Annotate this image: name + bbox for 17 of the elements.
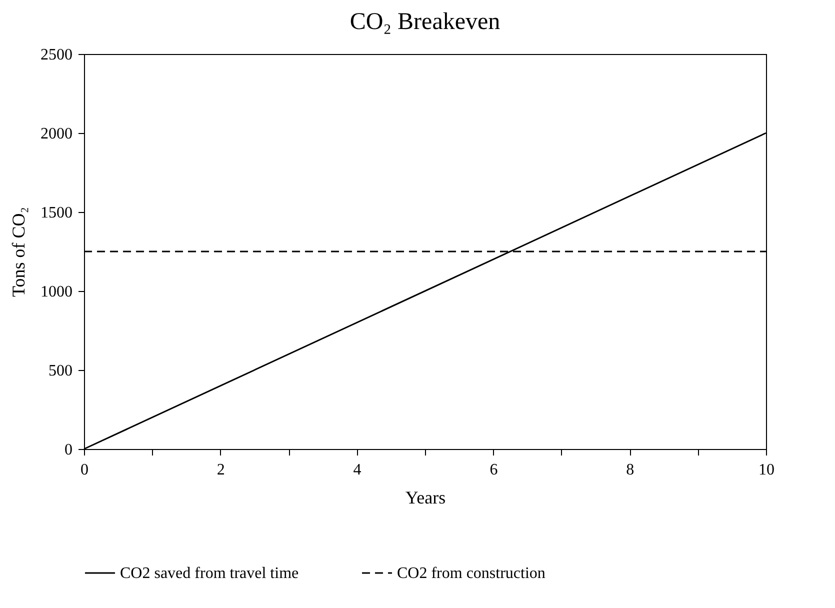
y-tick-label: 1000 <box>40 284 72 300</box>
legend-label: CO2 from construction <box>397 565 546 582</box>
x-tick-label: 4 <box>353 462 362 478</box>
y-tick-label: 2000 <box>40 126 72 142</box>
y-tick-label: 1500 <box>40 204 72 222</box>
x-tick-label: 6 <box>490 462 498 478</box>
y-tick-label: 2500 <box>40 46 72 64</box>
x-axis-title: Years <box>405 488 446 508</box>
y-tick-label: 500 <box>48 362 72 380</box>
x-tick-label: 10 <box>758 462 774 478</box>
chart-title: CO₂ Breakeven <box>350 9 500 35</box>
x-tick-label: 0 <box>80 462 88 478</box>
y-axis-title: Tons of CO₂ <box>8 206 28 298</box>
y-tick-label: 0 <box>64 442 72 458</box>
x-tick-label: 8 <box>626 462 634 478</box>
x-tick-label: 2 <box>216 462 225 478</box>
legend-label: CO2 saved from travel time <box>120 565 299 582</box>
